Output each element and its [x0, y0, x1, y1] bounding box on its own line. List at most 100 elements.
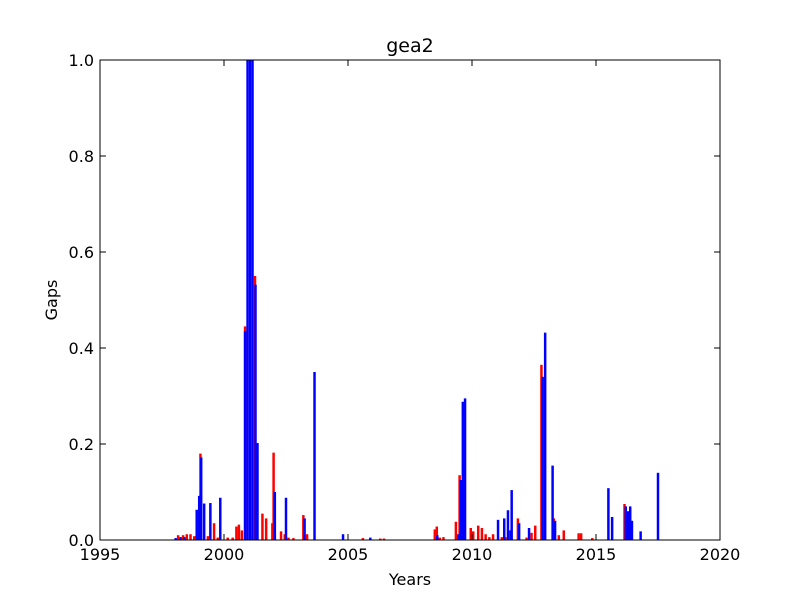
bars-group — [174, 60, 660, 540]
bar-series2-15 — [273, 492, 277, 540]
bar-series2-1 — [179, 537, 182, 540]
bar-series1-46 — [530, 532, 533, 540]
bar-series2-41 — [628, 506, 632, 540]
bar-series1-51 — [562, 530, 565, 540]
bar-series2-21 — [436, 535, 439, 540]
x-tick-label: 2000 — [204, 545, 245, 564]
bar-series1-52 — [577, 533, 580, 540]
x-tick-label: 2005 — [328, 545, 369, 564]
y-tick-label: 0.2 — [69, 435, 94, 454]
bar-series2-24 — [461, 401, 465, 540]
bar-series2-4 — [197, 495, 201, 540]
plot-area — [100, 60, 720, 540]
bar-series1-23 — [292, 538, 295, 540]
bar-series1-4 — [193, 536, 196, 540]
bar-series2-27 — [503, 518, 506, 540]
bar-series1-26 — [361, 538, 365, 540]
x-axis-label: Years — [388, 570, 431, 589]
bar-series2-25 — [463, 398, 467, 540]
bar-series1-7 — [212, 523, 216, 540]
bar-series2-26 — [496, 519, 500, 540]
bar-series2-6 — [202, 503, 206, 540]
bar-series2-16 — [284, 497, 288, 540]
bar-series1-2 — [185, 534, 189, 540]
x-tick-label: 2020 — [700, 545, 741, 564]
bar-series2-3 — [195, 509, 198, 540]
bar-series1-13 — [240, 530, 244, 540]
bar-series1-32 — [442, 537, 445, 540]
bar-series1-20 — [279, 531, 283, 540]
bar-series2-23 — [459, 480, 463, 540]
chart-title: gea2 — [386, 35, 433, 57]
bar-series2-17 — [303, 518, 306, 540]
bar-series2-9 — [243, 331, 247, 540]
bar-series2-38 — [610, 516, 614, 540]
bar-series1-40 — [488, 537, 491, 540]
bar-series2-12 — [251, 60, 254, 540]
bar-series1-31 — [438, 537, 441, 540]
bar-series2-13 — [254, 284, 257, 540]
bar-series1-30 — [435, 526, 439, 540]
bar-series2-43 — [639, 531, 642, 540]
bar-series2-31 — [517, 523, 521, 540]
bar-series1-11 — [235, 526, 238, 540]
bar-series2-33 — [541, 376, 544, 540]
bar-series1-38 — [480, 528, 484, 540]
bar-series1-10 — [231, 537, 234, 540]
bar-series1-0 — [176, 535, 180, 540]
bar-series1-50 — [557, 535, 561, 540]
y-tick-label: 0.0 — [69, 531, 94, 550]
bar-series2-36 — [553, 520, 557, 540]
bar-series2-40 — [627, 511, 630, 540]
y-tick-label: 0.4 — [69, 339, 94, 358]
bar-series1-47 — [534, 525, 537, 540]
bar-series1-8 — [216, 537, 220, 540]
bar-series1-35 — [469, 528, 472, 540]
x-tick-label: 2015 — [576, 545, 617, 564]
bar-series2-11 — [248, 60, 252, 540]
bar-series1-16 — [261, 513, 264, 540]
bar-series1-53 — [579, 533, 583, 540]
bar-series2-2 — [183, 537, 186, 540]
bar-series2-30 — [510, 490, 513, 540]
bar-series1-3 — [189, 534, 192, 540]
bar-series2-18 — [313, 372, 316, 540]
bar-series1-22 — [287, 537, 290, 540]
bar-series1-27 — [379, 538, 382, 540]
bar-series2-0 — [174, 538, 177, 540]
y-tick-label: 1.0 — [69, 51, 94, 70]
bar-series2-7 — [209, 503, 212, 540]
bar-series1-39 — [484, 534, 487, 540]
bar-series1-33 — [454, 521, 458, 540]
y-axis-label: Gaps — [42, 280, 61, 321]
y-tick-label: 0.8 — [69, 147, 94, 166]
bar-series1-9 — [226, 537, 229, 540]
bar-series1-6 — [206, 536, 210, 540]
bar-series1-34 — [458, 475, 461, 540]
bar-series2-14 — [256, 443, 259, 540]
bar-series1-41 — [491, 534, 495, 540]
bar-series2-44 — [656, 472, 660, 540]
bar-series2-19 — [341, 534, 345, 540]
bar-series1-54 — [591, 538, 594, 540]
bar-series1-42 — [500, 537, 503, 540]
bar-series2-5 — [199, 457, 203, 540]
bar-series2-39 — [624, 506, 627, 540]
x-tick-label: 2010 — [452, 545, 493, 564]
bar-series2-35 — [551, 465, 554, 540]
y-tick-label: 0.6 — [69, 243, 94, 262]
bar-series1-37 — [476, 525, 480, 540]
bar-series2-28 — [506, 510, 510, 540]
bar-series2-34 — [543, 332, 547, 540]
bar-series2-22 — [457, 534, 460, 540]
bar-series1-29 — [433, 529, 437, 540]
ticks-group: 1995 2000 2005 2010 2015 2020 0.0 0.2 0.4 0.6 0.8 1… — [69, 51, 741, 564]
bar-series1-17 — [264, 518, 268, 540]
bar-series1-45 — [525, 537, 528, 540]
bar-series2-10 — [246, 60, 249, 540]
bar-series1-19 — [272, 452, 275, 540]
bar-series2-42 — [630, 520, 634, 540]
bar-series1-36 — [472, 531, 475, 540]
bar-series2-8 — [219, 497, 222, 540]
